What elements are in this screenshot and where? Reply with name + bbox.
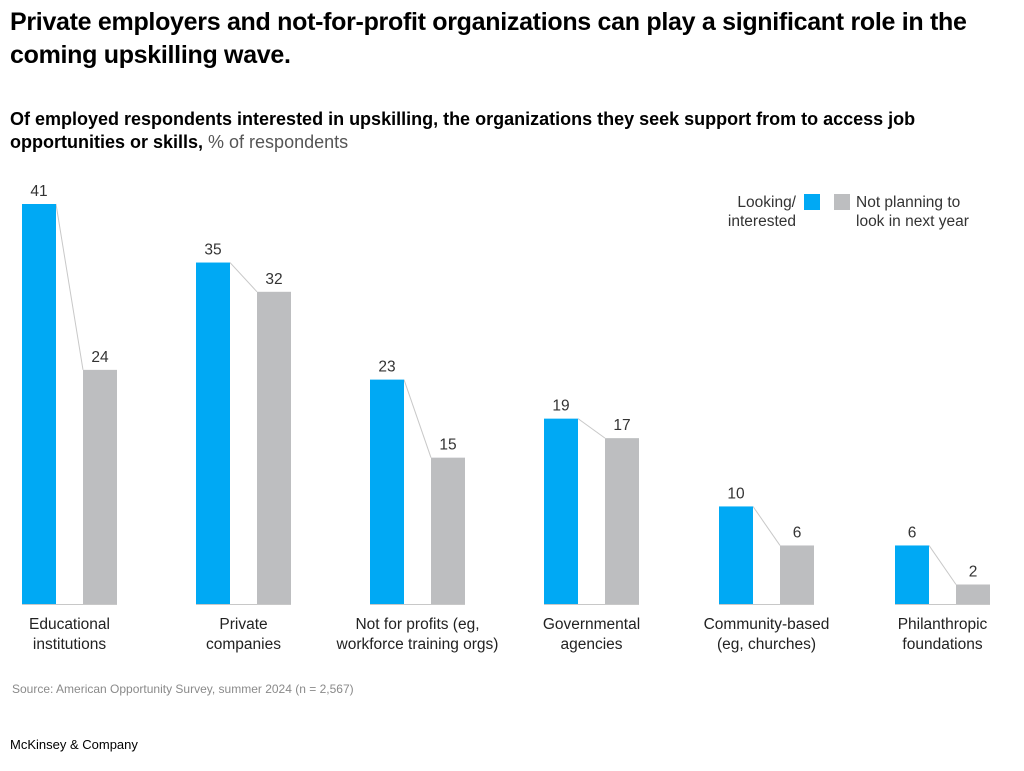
bar-looking	[544, 418, 578, 604]
bar-not-planning	[83, 369, 117, 604]
category-label-line: Philanthropic	[897, 616, 988, 633]
category-label: Governmental agencies	[492, 615, 692, 655]
connector-line	[577, 418, 606, 439]
category-label-line: workforce training orgs)	[336, 636, 499, 653]
legend-label-looking-line2: interested	[727, 213, 796, 230]
legend-label-not-planning-line2: look in next year	[856, 213, 969, 230]
data-label: 32	[265, 271, 282, 288]
category-label-line: companies	[206, 636, 281, 653]
bar-looking	[22, 204, 56, 604]
data-label: 6	[793, 524, 802, 541]
bar-looking	[196, 262, 230, 604]
category-label-line: foundations	[902, 636, 983, 653]
category-label-line: Governmental	[542, 616, 641, 633]
category-label-line: (eg, churches)	[716, 636, 817, 653]
data-label: 6	[908, 524, 917, 541]
data-label: 19	[552, 398, 569, 415]
category-label: Private companies	[144, 615, 344, 655]
category-label: Not for profits (eg, workforce training o…	[318, 615, 518, 655]
data-label: 41	[30, 183, 47, 200]
subtitle-unit: % of respondents	[203, 132, 349, 152]
category-label: Community-based (eg, churches)	[667, 615, 867, 655]
connector-line	[403, 379, 432, 458]
category-label-line: institutions	[32, 636, 107, 653]
connector-line	[229, 262, 258, 293]
chart-subtitle: Of employed respondents interested in up…	[10, 108, 1010, 154]
data-label: 24	[91, 349, 109, 366]
legend-label-not-planning: Not planning to look in next year	[856, 193, 1016, 231]
data-label: 35	[204, 242, 221, 259]
legend	[804, 194, 850, 210]
bar-not-planning	[780, 545, 814, 604]
data-label: 10	[727, 485, 745, 502]
bar-looking	[895, 545, 929, 604]
data-label: 15	[439, 437, 456, 454]
legend-swatch-not-planning	[834, 194, 850, 210]
subtitle-text: Of employed respondents interested in up…	[10, 109, 916, 152]
bar-not-planning	[605, 438, 639, 604]
category-label-line: Community-based	[703, 616, 830, 633]
brand-logo: McKinsey & Company	[10, 737, 138, 752]
chart-title: Private employers and not-for-profit org…	[10, 8, 967, 69]
source-note: Source: American Opportunity Survey, sum…	[12, 682, 354, 696]
connector-line	[752, 506, 781, 546]
bar-not-planning	[956, 584, 990, 604]
connector-line	[928, 545, 957, 585]
bar-looking	[719, 506, 753, 604]
category-label-line: agencies	[560, 636, 623, 653]
category-label-line: Private	[219, 616, 268, 633]
category-label-line: Educational	[28, 616, 110, 633]
legend-label-not-planning-line1: Not planning to	[856, 194, 961, 211]
bar-looking	[370, 379, 404, 604]
category-label: Educational institutions	[0, 615, 170, 655]
category-label: Philanthropic foundations	[843, 615, 1024, 655]
data-label: 17	[613, 417, 630, 434]
data-label: 23	[378, 359, 395, 376]
category-label-line: Not for profits (eg,	[355, 616, 480, 633]
legend-label-looking: Looking/ interested	[700, 193, 796, 231]
legend-swatch-looking	[804, 194, 820, 210]
bar-not-planning	[257, 291, 291, 604]
bar-not-planning	[431, 457, 465, 604]
connector-line	[55, 203, 84, 370]
data-label: 2	[969, 563, 978, 580]
legend-label-looking-line1: Looking/	[737, 194, 796, 211]
